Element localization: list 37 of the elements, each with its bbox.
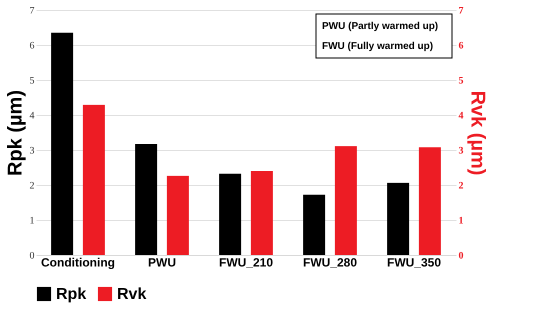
x-tick-label: Conditioning (41, 256, 115, 270)
y2-axis-title: Rvk (µm) (466, 90, 488, 176)
legend-label: Rpk (56, 286, 86, 303)
y2-tick-label: 7 (458, 6, 464, 16)
y-tick-label: 1 (30, 216, 34, 226)
x-tick-label: FWU_210 (218, 256, 274, 270)
y-tick-label: 2 (30, 180, 34, 192)
bar (82, 104, 105, 255)
y-tick-label: 5 (30, 76, 34, 86)
y2-tick-label: 5 (458, 76, 464, 86)
bar (51, 32, 74, 255)
x-tick-label: PWU (148, 256, 176, 270)
bar (135, 144, 158, 255)
bar (219, 174, 242, 255)
y2-tick-label: 2 (458, 180, 464, 192)
y-tick-label: 0 (30, 250, 34, 262)
y-axis-title: Rpk (µm) (4, 90, 26, 176)
y2-tick-label: 0 (458, 250, 464, 262)
annotation: PWU (Partly warmed up) (322, 21, 438, 32)
annotation: FWU (Fully warmed up) (322, 41, 434, 52)
y-tick-label: 3 (30, 146, 34, 156)
bar (418, 147, 441, 255)
bar (250, 171, 273, 255)
bar (387, 182, 410, 255)
y-tick-label: 4 (30, 110, 34, 122)
y2-tick-label: 4 (458, 110, 464, 122)
y2-tick-label: 1 (458, 216, 464, 226)
bar (303, 194, 326, 255)
legend-label: Rvk (117, 286, 146, 303)
y-tick-label: 7 (30, 6, 34, 16)
bar (166, 176, 189, 255)
y2-tick-label: 3 (458, 146, 464, 156)
y2-tick-label: 6 (458, 40, 464, 52)
bar (334, 146, 357, 255)
x-tick-label: FWU_280 (302, 256, 358, 270)
y-tick-label: 6 (30, 40, 34, 52)
x-tick-label: FWU_350 (386, 256, 442, 270)
